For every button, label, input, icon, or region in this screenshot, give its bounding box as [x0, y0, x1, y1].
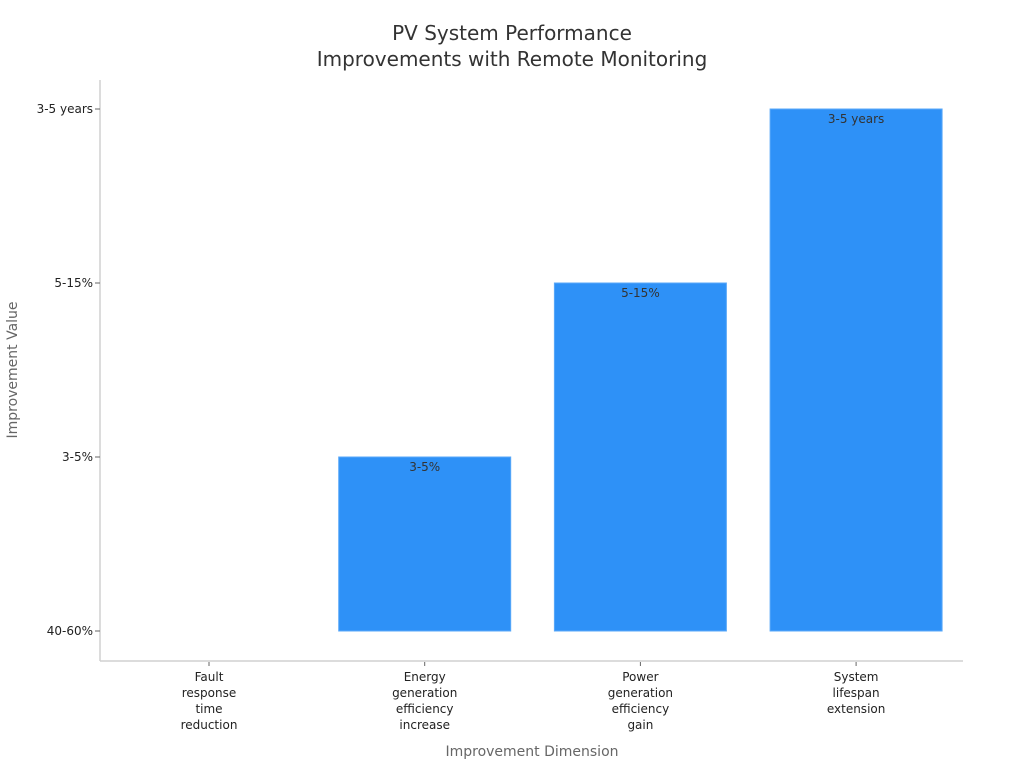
bar — [769, 108, 943, 632]
x-axis-label: Improvement Dimension — [445, 744, 618, 760]
x-tick-label: lifespan — [833, 686, 880, 700]
chart-title-line-2: Improvements with Remote Monitoring — [317, 47, 708, 71]
x-tick-label: Fault — [195, 670, 224, 684]
x-tick-label: System — [834, 670, 879, 684]
x-tick-label: gain — [627, 718, 653, 732]
x-tick-label: efficiency — [612, 702, 670, 716]
x-tick-label: generation — [392, 686, 457, 700]
bar-data-label: 3-5 years — [828, 112, 884, 126]
y-tick-label: 3-5 years — [37, 102, 93, 116]
x-tick-label: increase — [399, 718, 450, 732]
y-axis-label: Improvement Value — [5, 301, 21, 438]
y-tick-label: 5-15% — [54, 276, 93, 290]
x-tick-label: time — [195, 702, 222, 716]
bar-data-label: 3-5% — [409, 460, 440, 474]
x-tick-label: Energy — [404, 670, 446, 684]
x-tick-label: extension — [827, 702, 886, 716]
x-tick-label: reduction — [181, 718, 238, 732]
chart-title-line-1: PV System Performance — [392, 21, 632, 45]
bar — [338, 456, 512, 632]
y-tick-label: 40-60% — [47, 624, 93, 638]
bar-data-label: 5-15% — [621, 286, 660, 300]
x-tick-label: generation — [608, 686, 673, 700]
y-tick-label: 3-5% — [62, 450, 93, 464]
x-tick-label: response — [182, 686, 237, 700]
x-tick-label: efficiency — [396, 702, 454, 716]
bar — [553, 282, 727, 632]
x-tick-label: Power — [622, 670, 658, 684]
